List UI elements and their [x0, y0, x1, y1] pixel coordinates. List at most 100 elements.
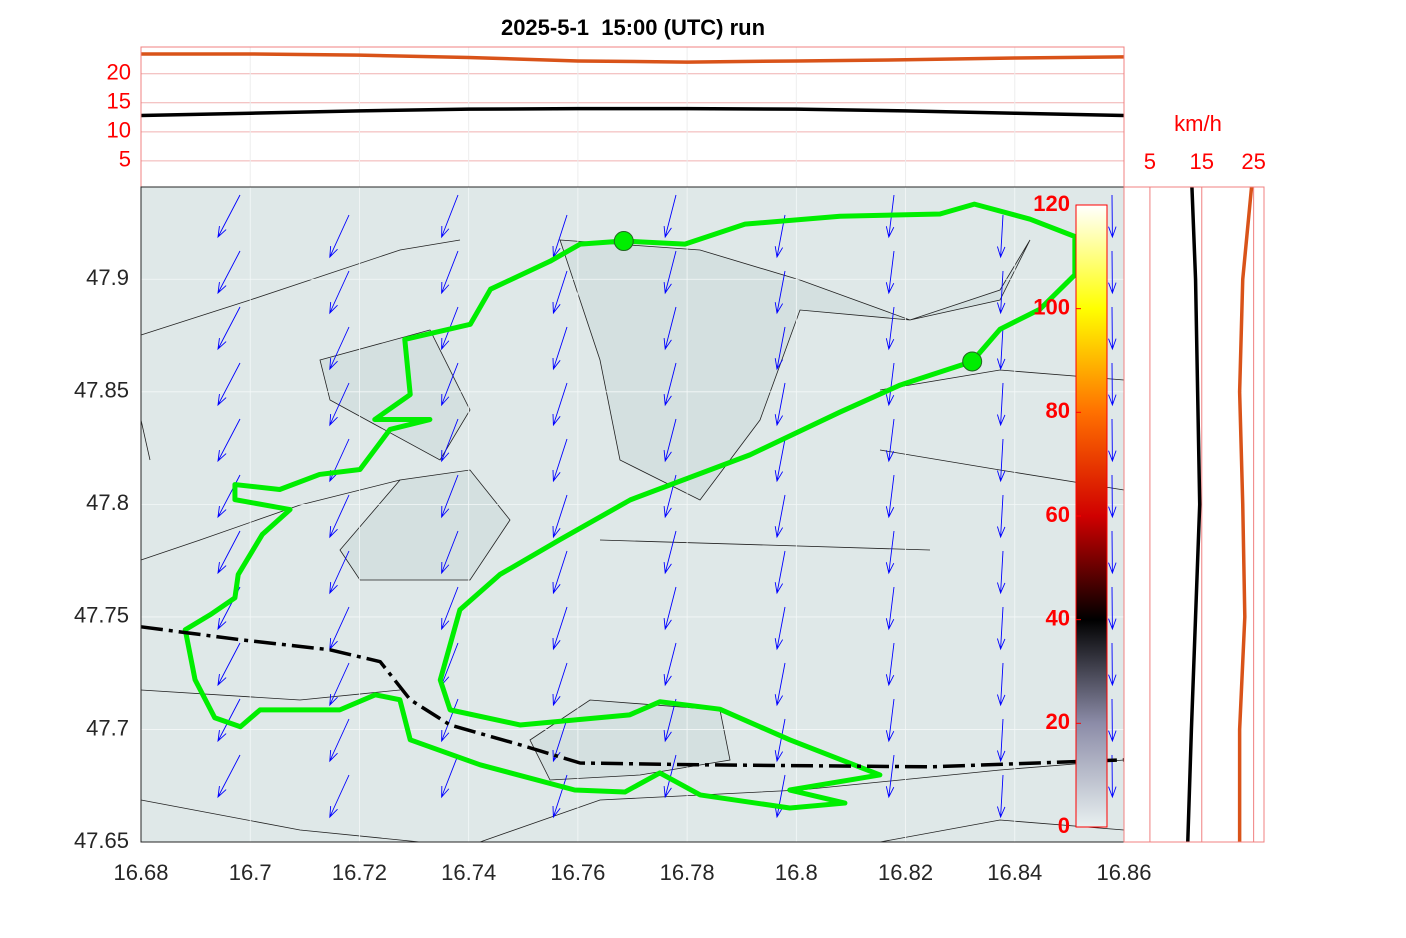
wind-vector	[663, 586, 677, 631]
wind-vector	[217, 530, 241, 575]
wind-vector	[552, 550, 568, 595]
profile-line	[1237, 186, 1254, 842]
contour-fill	[319, 239, 1031, 781]
wind-vector	[885, 418, 895, 463]
wind-vector	[329, 382, 350, 427]
y-tick-label: 47.65	[74, 828, 129, 853]
wind-vector	[774, 270, 786, 315]
colorbar-tick-label: 100	[1033, 294, 1070, 319]
wind-vector	[217, 306, 241, 351]
wind-vector	[552, 270, 568, 315]
y-tick-label: 47.7	[86, 715, 129, 740]
wind-vector	[217, 754, 241, 799]
wind-vector	[1108, 306, 1117, 351]
y-tick-label: 47.8	[86, 490, 129, 515]
wind-vector	[1108, 362, 1117, 407]
wind-vector	[217, 362, 241, 407]
wind-vector	[663, 642, 677, 687]
x-tick-label: 16.7	[229, 860, 272, 885]
wind-vector	[663, 362, 677, 407]
wind-vector	[996, 270, 1006, 315]
wind-vector	[774, 438, 786, 483]
wind-vector	[1108, 586, 1117, 631]
y-tick-label: 20	[107, 60, 131, 85]
x-tick-label: 16.86	[1096, 860, 1151, 885]
wind-vector	[996, 718, 1006, 763]
wind-vector	[774, 382, 786, 427]
wind-vector	[1108, 474, 1117, 519]
x-tick-label: 16.68	[113, 860, 168, 885]
colorbar	[1075, 204, 1108, 828]
wind-vector	[663, 194, 677, 239]
wind-vector	[441, 698, 459, 743]
wind-vector	[996, 214, 1006, 259]
wind-vector	[774, 718, 786, 763]
wind-vector	[441, 474, 459, 519]
wind-vector	[663, 250, 677, 295]
colorbar-tick-label: 80	[1046, 398, 1070, 423]
y-tick-label: 47.85	[74, 378, 129, 403]
wind-vector	[217, 474, 241, 519]
wind-vector	[1108, 194, 1117, 239]
x-tick-label: 15	[1190, 149, 1214, 174]
x-tick-label: 25	[1241, 149, 1265, 174]
wind-vector	[441, 418, 459, 463]
wind-vector	[885, 586, 895, 631]
x-tick-label: 16.72	[332, 860, 387, 885]
wind-vector	[885, 642, 895, 687]
wind-vector	[441, 194, 459, 239]
colorbar-tick-label: 60	[1046, 502, 1070, 527]
wind-vector	[774, 326, 786, 371]
wind-vector	[885, 362, 895, 407]
x-tick-label: 5	[1144, 149, 1156, 174]
wind-vector	[996, 774, 1006, 819]
colorbar-tick-label: 120	[1033, 191, 1070, 216]
wind-vector	[885, 754, 895, 799]
wind-vector	[441, 586, 459, 631]
colorbar-tick-label: 20	[1046, 709, 1070, 734]
y-tick-label: 5	[119, 147, 131, 172]
wind-vector	[1108, 418, 1117, 463]
wind-vector	[996, 382, 1006, 427]
wind-vector	[217, 698, 241, 743]
wind-vector	[329, 718, 350, 763]
wind-vector	[441, 530, 459, 575]
wind-vector	[329, 326, 350, 371]
wind-vector	[329, 662, 350, 707]
series-line	[140, 106, 1125, 118]
top-panel-bg	[141, 47, 1124, 187]
wind-vector	[329, 494, 350, 539]
wind-vector	[329, 550, 350, 595]
x-axis-label: km/h	[1174, 111, 1222, 136]
x-tick-label: 16.8	[775, 860, 818, 885]
wind-vector	[996, 438, 1006, 483]
wind-vector	[774, 662, 786, 707]
y-tick-label: 47.75	[74, 603, 129, 628]
wind-vector	[329, 774, 350, 819]
y-tick-label: 10	[107, 118, 131, 143]
y-tick-label: 47.9	[86, 265, 129, 290]
wind-vector	[885, 306, 895, 351]
profile-line	[1186, 186, 1202, 843]
wind-vector	[774, 606, 786, 651]
wind-vector	[441, 250, 459, 295]
x-tick-label: 16.82	[878, 860, 933, 885]
wind-vector	[1108, 698, 1117, 743]
wind-vector	[217, 642, 241, 687]
wind-vector	[552, 382, 568, 427]
wind-vector	[329, 270, 350, 315]
wind-vector	[996, 550, 1006, 595]
track-line	[182, 201, 1078, 811]
wind-vector	[663, 418, 677, 463]
wind-vector	[1108, 250, 1117, 295]
wind-vector	[217, 250, 241, 295]
wind-vector	[552, 606, 568, 651]
chart-title: 2025-5-1 15:00 (UTC) run	[501, 15, 765, 40]
colorbar-tick-label: 40	[1046, 605, 1070, 630]
wind-vector	[329, 214, 350, 259]
wind-vector	[774, 774, 786, 819]
wind-vector	[552, 438, 568, 483]
boundary-line	[140, 625, 1125, 769]
wind-vector	[996, 662, 1006, 707]
